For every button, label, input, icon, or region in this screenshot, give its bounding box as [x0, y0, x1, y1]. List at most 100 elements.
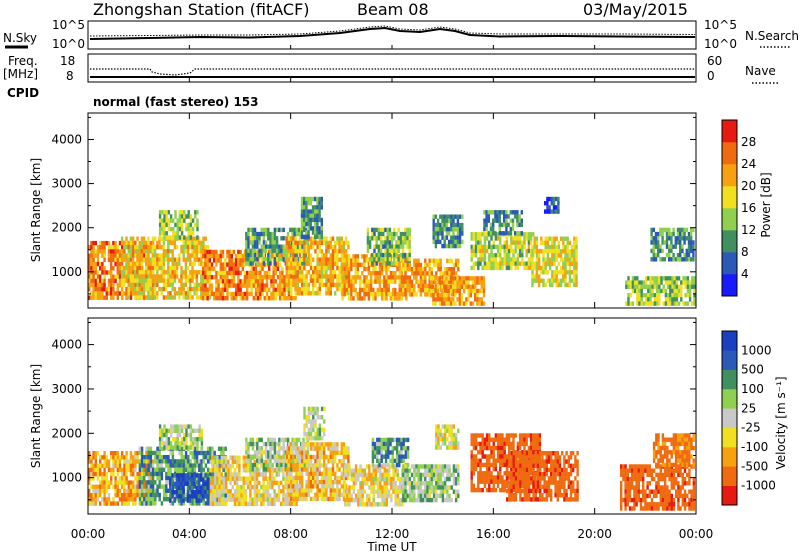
data-cell	[151, 467, 155, 472]
data-cell	[206, 450, 210, 456]
data-cell	[557, 278, 561, 283]
data-cell	[448, 279, 451, 284]
data-cell	[492, 265, 495, 271]
data-cell	[347, 266, 351, 272]
data-cell	[512, 253, 515, 258]
data-cell	[99, 484, 102, 489]
data-cell	[191, 437, 195, 442]
data-cell	[121, 476, 124, 481]
data-cell	[167, 455, 170, 460]
data-cell	[298, 291, 302, 296]
data-cell	[537, 257, 541, 262]
data-cell	[131, 274, 135, 279]
data-cell	[214, 463, 217, 469]
data-cell	[143, 245, 146, 250]
data-cell	[458, 297, 461, 302]
data-cell	[112, 257, 115, 263]
data-cell	[518, 231, 521, 236]
data-cell	[229, 493, 232, 498]
data-cell	[478, 280, 481, 285]
data-cell	[347, 287, 351, 293]
data-cell	[169, 477, 172, 482]
data-cell	[295, 244, 299, 249]
data-cell	[445, 214, 449, 219]
data-cell	[352, 262, 355, 267]
data-cell	[503, 257, 506, 262]
data-cell	[265, 291, 269, 297]
data-cell	[94, 278, 97, 284]
data-cell	[347, 283, 351, 288]
data-cell	[129, 236, 133, 241]
data-cell	[379, 244, 383, 249]
data-cell	[127, 261, 130, 267]
data-cell	[169, 257, 172, 262]
data-cell	[116, 480, 119, 485]
data-cell	[112, 266, 115, 271]
data-cell	[286, 231, 290, 237]
data-cell	[136, 476, 139, 481]
data-cell	[127, 253, 130, 258]
data-cell	[505, 222, 508, 228]
data-cell	[653, 293, 657, 298]
data-cell	[258, 493, 261, 498]
data-cell	[472, 265, 476, 271]
data-cell	[631, 276, 635, 281]
data-cell	[247, 441, 250, 447]
data-cell	[96, 282, 100, 288]
data-cell	[129, 467, 133, 473]
data-cell	[136, 278, 139, 283]
data-cell	[331, 270, 335, 275]
data-cell	[550, 209, 553, 214]
data-cell	[316, 209, 319, 214]
data-cell	[402, 267, 405, 272]
data-cell	[204, 501, 208, 506]
data-cell	[445, 243, 449, 249]
data-cell	[156, 463, 159, 468]
data-cell	[377, 248, 381, 254]
data-cell	[285, 270, 288, 275]
data-cell	[120, 295, 124, 300]
data-cell	[677, 293, 681, 298]
data-cell	[693, 288, 696, 294]
data-cell	[305, 270, 308, 275]
data-cell	[373, 248, 376, 254]
data-cell	[92, 282, 95, 288]
data-cell	[180, 467, 183, 472]
data-cell	[165, 441, 168, 446]
data-cell	[229, 489, 232, 494]
data-cell	[424, 288, 427, 293]
data-cell	[253, 248, 257, 254]
data-cell	[410, 292, 414, 297]
data-cell	[169, 494, 172, 499]
data-cell	[229, 455, 232, 460]
data-cell	[267, 244, 270, 249]
data-cell	[454, 280, 457, 285]
data-cell	[476, 288, 479, 294]
data-cell	[167, 437, 171, 442]
data-cell	[149, 471, 153, 477]
data-cell	[151, 244, 155, 250]
data-cell	[246, 283, 249, 288]
data-cell	[151, 274, 155, 279]
data-cell	[145, 463, 148, 468]
data-cell	[177, 494, 181, 499]
data-cell	[436, 297, 439, 302]
data-cell	[112, 497, 115, 502]
data-cell	[147, 450, 150, 456]
data-cell	[438, 276, 442, 281]
data-cell	[264, 231, 268, 237]
data-cell	[367, 271, 371, 276]
data-cell	[125, 493, 128, 498]
data-cell	[520, 222, 523, 228]
data-cell	[123, 463, 126, 468]
data-cell	[136, 484, 139, 489]
data-cell	[686, 288, 690, 294]
data-cell	[456, 280, 459, 285]
data-cell	[125, 291, 128, 296]
data-cell	[307, 261, 310, 267]
data-cell	[496, 265, 500, 271]
data-cell	[96, 261, 100, 267]
data-cell	[252, 275, 255, 280]
data-cell	[167, 270, 170, 275]
data-cell	[523, 244, 526, 250]
